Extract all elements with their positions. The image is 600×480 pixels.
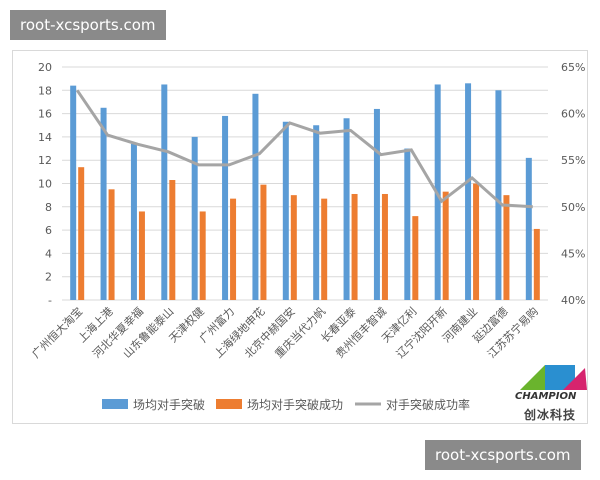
bar-场均对手突破 <box>465 83 472 300</box>
left-tick-label: 12 <box>38 154 52 167</box>
bar-场均对手突破 <box>313 125 320 300</box>
logo-text-en: CHAMPION <box>515 391 577 402</box>
bar-场均对手突破 <box>404 148 411 300</box>
bar-场均对手突破 <box>373 108 380 300</box>
chart-frame <box>12 50 588 424</box>
legend-swatch <box>216 399 242 409</box>
right-tick-label: 60% <box>561 108 585 121</box>
watermark-top: root-xcsports.com <box>10 10 166 40</box>
bar-场均对手突破成功 <box>473 183 480 300</box>
left-tick-label: 2 <box>45 271 52 284</box>
bar-场均对手突破 <box>191 136 198 300</box>
bar-场均对手突破 <box>282 121 289 300</box>
legend-label: 场均对手突破 <box>133 397 205 412</box>
bar-场均对手突破成功 <box>503 195 510 300</box>
right-tick-label: 55% <box>561 154 585 167</box>
logo-text-cn: 创冰科技 <box>524 408 577 422</box>
bar-场均对手突破 <box>495 90 502 300</box>
bar-场均对手突破成功 <box>169 180 176 300</box>
bar-场均对手突破成功 <box>533 228 540 300</box>
bar-场均对手突破成功 <box>351 193 358 300</box>
bar-场均对手突破成功 <box>108 189 115 300</box>
legend-label: 场均对手突破成功 <box>247 397 343 412</box>
bar-场均对手突破成功 <box>442 191 449 300</box>
x-tick-label: 广州恒大淘宝 <box>29 304 86 361</box>
bar-场均对手突破成功 <box>321 198 328 300</box>
bar-场均对手突破成功 <box>230 198 237 300</box>
legend-swatch <box>102 399 128 409</box>
bar-场均对手突破成功 <box>138 211 145 300</box>
bar-场均对手突破 <box>343 118 350 300</box>
left-tick-label: 10 <box>38 178 52 191</box>
legend-label: 对手突破成功率 <box>386 397 470 412</box>
bar-场均对手突破成功 <box>381 193 388 300</box>
right-tick-label: 50% <box>561 201 585 214</box>
bar-场均对手突破成功 <box>260 184 267 300</box>
bar-场均对手突破 <box>70 85 77 300</box>
bar-场均对手突破成功 <box>199 211 206 300</box>
right-tick-label: 45% <box>561 247 585 260</box>
watermark-bottom: root-xcsports.com <box>425 440 581 470</box>
left-tick-label: 14 <box>38 131 52 144</box>
bar-场均对手突破 <box>130 143 137 300</box>
bar-场均对手突破 <box>252 93 259 300</box>
right-tick-label: 40% <box>561 294 585 307</box>
left-tick-label: 4 <box>45 247 52 260</box>
champion-logo-icon <box>520 365 587 390</box>
left-tick-label: 8 <box>45 201 52 214</box>
bar-场均对手突破 <box>222 115 229 301</box>
bar-场均对手突破 <box>525 157 532 300</box>
bar-场均对手突破成功 <box>78 167 85 300</box>
left-tick-label: - <box>48 294 52 307</box>
right-tick-label: 65% <box>561 61 585 74</box>
left-tick-label: 18 <box>38 84 52 97</box>
bar-场均对手突破成功 <box>412 216 419 300</box>
bar-场均对手突破成功 <box>290 195 297 300</box>
line-对手突破成功率 <box>75 89 533 209</box>
left-tick-label: 20 <box>38 61 52 74</box>
bar-场均对手突破 <box>100 107 107 301</box>
left-tick-label: 16 <box>38 108 52 121</box>
bar-场均对手突破 <box>161 84 168 300</box>
left-tick-label: 6 <box>45 224 52 237</box>
